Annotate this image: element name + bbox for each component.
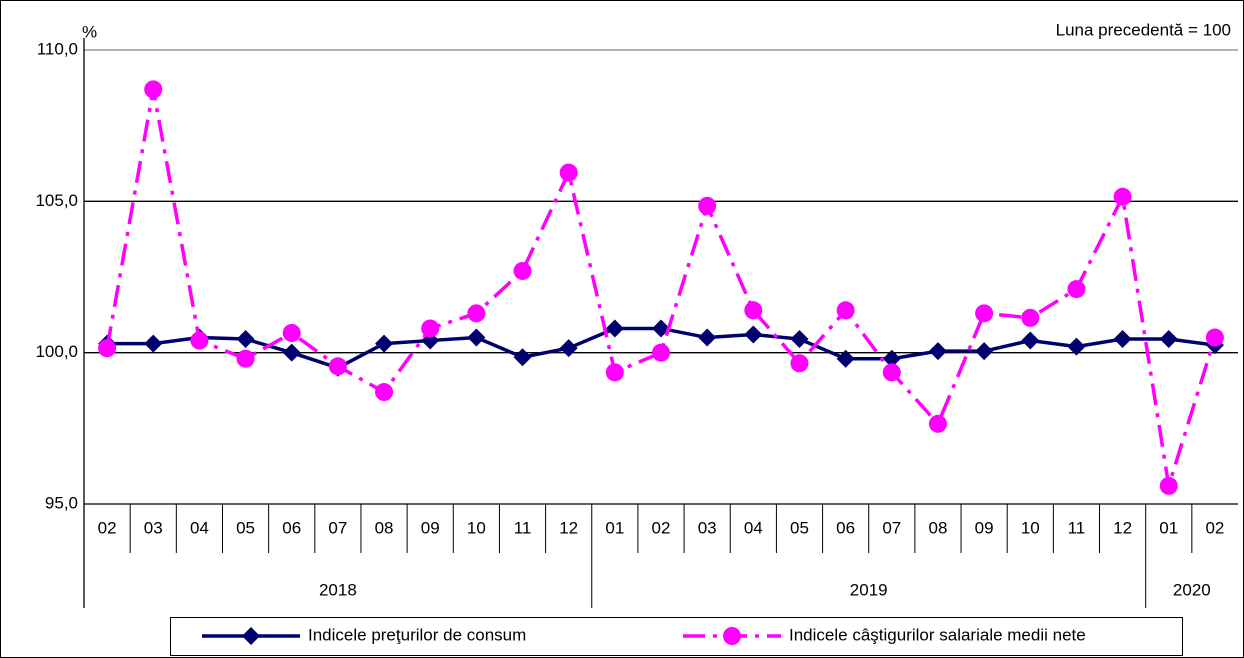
point [1113, 330, 1132, 349]
x-tick-label: 08 [375, 518, 394, 537]
y-tick-label: 95,0 [45, 493, 78, 512]
point [1021, 308, 1040, 327]
y-unit: % [82, 22, 97, 41]
point [790, 330, 809, 349]
point [467, 328, 486, 347]
point [328, 357, 347, 376]
point [928, 342, 947, 361]
point [605, 319, 624, 338]
x-tick-label: 07 [882, 518, 901, 537]
x-tick-label: 06 [836, 518, 855, 537]
point [467, 304, 486, 323]
point [375, 383, 394, 402]
x-tick-label: 07 [328, 518, 347, 537]
x-tick-label: 02 [652, 518, 671, 537]
year-label: 2020 [1173, 580, 1211, 599]
point [790, 354, 809, 373]
point [605, 363, 624, 382]
point [1067, 280, 1086, 299]
x-tick-label: 04 [190, 518, 209, 537]
y-tick-label: 110,0 [37, 39, 78, 58]
x-tick-label: 11 [1068, 518, 1086, 537]
point [282, 323, 301, 342]
x-tick-label: 12 [559, 518, 578, 537]
x-tick-label: 05 [236, 518, 255, 537]
x-tick-label: 09 [975, 518, 994, 537]
x-tick-label: 01 [1159, 518, 1178, 537]
point [513, 261, 532, 280]
point [236, 349, 255, 368]
legend-label: Indicele câştigurilor salariale medii ne… [789, 625, 1086, 644]
x-tick-label: 10 [467, 518, 486, 537]
x-tick-label: 01 [605, 518, 624, 537]
point [1021, 331, 1040, 350]
point [698, 196, 717, 215]
x-tick-label: 02 [1205, 518, 1224, 537]
x-tick-label: 03 [698, 518, 717, 537]
x-tick-label: 03 [144, 518, 163, 537]
year-label: 2018 [319, 580, 357, 599]
y-tick-label: 100,0 [35, 342, 78, 361]
x-tick-label: 10 [1021, 518, 1040, 537]
point [882, 349, 901, 368]
legend-marker [242, 627, 260, 645]
point [1159, 330, 1178, 349]
x-tick-label: 08 [928, 518, 947, 537]
point [744, 301, 763, 320]
x-tick-label: 12 [1113, 518, 1132, 537]
point [836, 349, 855, 368]
point [236, 330, 255, 349]
point [144, 80, 163, 99]
point [928, 414, 947, 433]
x-tick-label: 09 [421, 518, 440, 537]
point [144, 334, 163, 353]
x-tick-label: 05 [790, 518, 809, 537]
point [98, 339, 117, 358]
legend [170, 617, 1183, 656]
point [1159, 476, 1178, 495]
annotation: Luna precedentă = 100 [1056, 20, 1231, 39]
point [1205, 328, 1224, 347]
x-tick-label: 04 [744, 518, 763, 537]
y-tick-label: 105,0 [35, 191, 78, 210]
point [975, 304, 994, 323]
point [1067, 337, 1086, 356]
point [421, 319, 440, 338]
point [652, 343, 670, 362]
point [375, 334, 394, 353]
legend-label: Indicele preţurilor de consum [308, 625, 526, 644]
point [975, 342, 994, 361]
x-tick-label: 11 [514, 518, 532, 537]
point [559, 339, 578, 358]
x-tick-label: 02 [98, 518, 117, 537]
point [836, 301, 855, 320]
legend-marker [723, 627, 741, 645]
point [1113, 187, 1132, 206]
x-tick-label: 06 [282, 518, 301, 537]
point [559, 163, 578, 182]
point [744, 325, 763, 344]
point [190, 331, 209, 350]
point [513, 348, 532, 367]
point [882, 363, 901, 382]
point [698, 328, 717, 347]
point [282, 343, 301, 362]
year-label: 2019 [850, 580, 888, 599]
